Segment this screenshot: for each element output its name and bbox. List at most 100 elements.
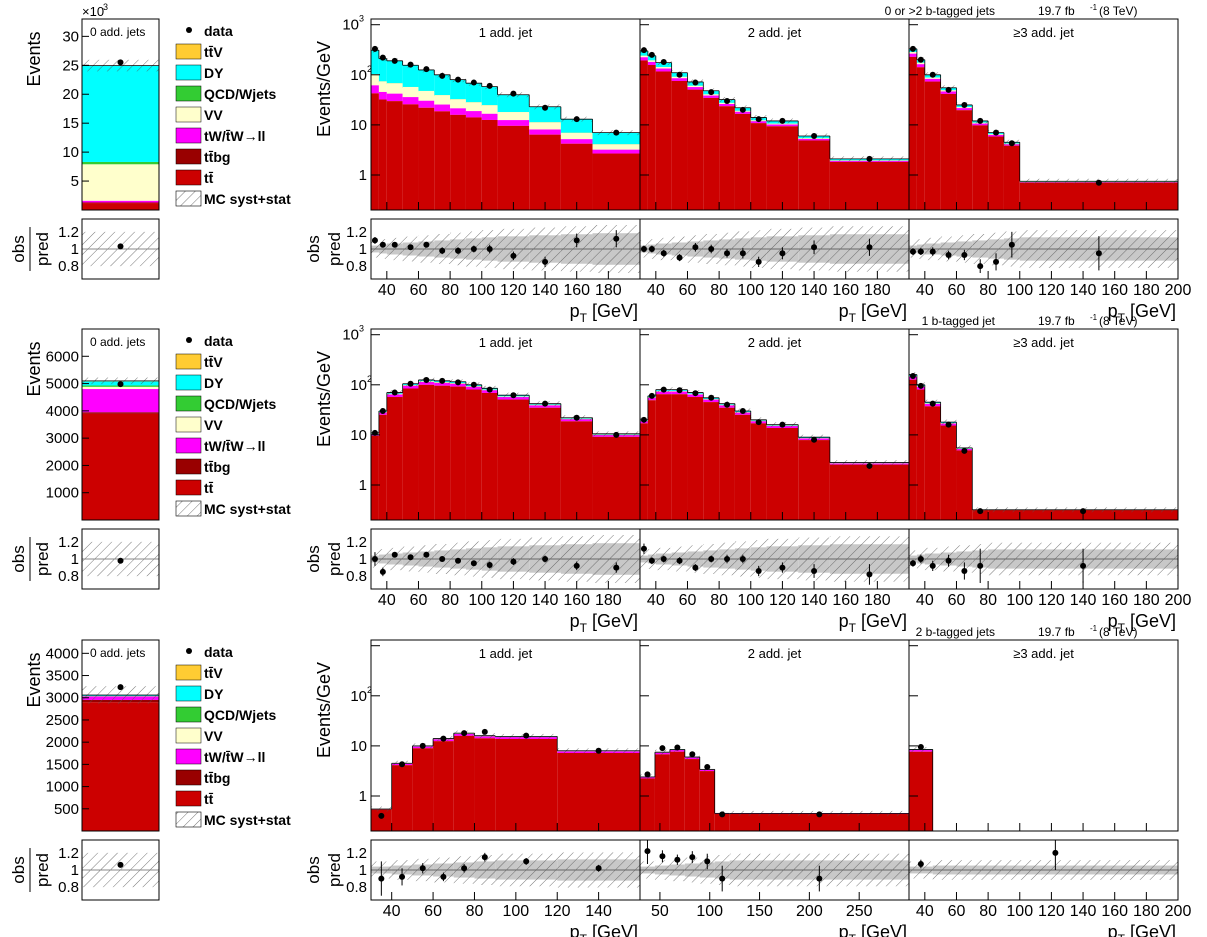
stack-ttbar (798, 140, 830, 210)
data-point (929, 71, 936, 78)
stack-ttbar (386, 101, 403, 210)
stack-DY (560, 119, 593, 133)
legend-swatch-QCD (175, 706, 202, 723)
zero-jet-panel: 1000 2000 3000 4000 5000 6000 0 add. jets Event… (24, 328, 160, 521)
stack-VV (592, 144, 640, 150)
stack-ttbar (719, 407, 735, 520)
log-tick-exp: 3 (359, 14, 364, 24)
xtick-label: 140 (532, 592, 559, 609)
stack-ttbar (703, 402, 720, 520)
stack-tW (386, 394, 403, 398)
xtick-label: 80 (979, 282, 997, 299)
stack-DY (450, 79, 466, 100)
ratio-point (470, 560, 477, 567)
ratio-point (439, 247, 446, 254)
stack-tW (418, 382, 435, 385)
stack-tW (378, 91, 387, 100)
legend: data tt̄V DY QCD/Wjets VV tW/t̄W→ll tt̄bg tt̄ MC… (175, 333, 291, 517)
stack-VV (378, 81, 387, 92)
xtick-label: 40 (647, 282, 665, 299)
panel-content (640, 47, 909, 210)
zero-jet-frame (81, 639, 160, 832)
stack-ttbar (909, 379, 917, 520)
log-tick-label: 10 (350, 427, 367, 444)
data-point (379, 54, 386, 61)
chart-title: 2 b-tagged jets 19.7 fb -1 (8 TeV) (916, 624, 1138, 639)
data-point (719, 811, 726, 818)
ratio-point (510, 558, 517, 565)
stack-ttbar (418, 107, 435, 210)
xtick-label: 60 (410, 592, 428, 609)
panel-frame (908, 18, 1179, 211)
ratio-point (117, 557, 124, 564)
data-point (866, 155, 873, 162)
stack-ttbar (378, 414, 387, 520)
log-tick-exp: 2 (367, 685, 372, 695)
stack-VV (82, 164, 159, 201)
ratio-point (779, 564, 786, 571)
stack-tW (647, 397, 656, 401)
ratio-point (708, 246, 715, 252)
ytick-label: 3500 (46, 668, 79, 685)
stack-ttbar (924, 406, 941, 520)
stack-VV (909, 52, 917, 54)
log-tick-label: 10 (350, 688, 367, 705)
xtick-label: 60 (679, 592, 697, 609)
ratio-tick-label: 1.2 (346, 224, 367, 241)
stack-ttbar (699, 771, 715, 831)
data-point (866, 462, 873, 469)
log-tick-label: 10 (342, 327, 359, 344)
stack-tW (434, 104, 451, 112)
data-point (961, 447, 968, 454)
stack-ttbar (909, 751, 933, 831)
stack-ttbar (734, 414, 751, 520)
xtick-label: 100 (1006, 282, 1033, 299)
stack-DY (386, 60, 403, 84)
xtick-label: 120 (544, 903, 571, 920)
stack-ttbg (82, 202, 159, 204)
ratio-point (640, 545, 647, 552)
ratio-point (929, 248, 936, 255)
ratio-point (945, 252, 952, 258)
ratio-panel-1-1: 40 60 80 100 120 140 160 180 pT [GeV] (639, 528, 910, 635)
stack-ttbar (766, 126, 799, 210)
ytick-label: 10 (62, 144, 79, 161)
ratio-point (399, 873, 406, 880)
xtick-label: 140 (585, 903, 612, 920)
stack-ttbar (1019, 182, 1178, 210)
xtick-label: 80 (441, 592, 459, 609)
x-axis-title: pT [GeV] (570, 611, 638, 635)
stack-ttbg (82, 412, 159, 414)
ytick-label: 2500 (46, 712, 79, 729)
legend-swatch-hatch (175, 190, 202, 207)
stack-ttbar (82, 702, 159, 831)
ytick-label: 1000 (46, 485, 79, 502)
data-point (470, 381, 477, 388)
data-point (779, 421, 786, 428)
data-point (613, 129, 620, 136)
xtick-label: 40 (916, 903, 934, 920)
legend-swatch-ttbar (175, 479, 202, 496)
stack-tW (560, 139, 593, 144)
stack-DY (481, 86, 498, 106)
xtick-label: 100 (696, 903, 723, 920)
xtick-label: 40 (383, 903, 401, 920)
stack-ttbar (82, 413, 159, 520)
stack-tW (640, 57, 648, 61)
legend-label: MC syst+stat (204, 191, 291, 207)
data-point (523, 732, 530, 739)
xtick-label: 120 (1038, 592, 1065, 609)
xtick-label: 180 (864, 592, 891, 609)
stack-tW (766, 124, 799, 127)
panel-label: 1 add. jet (479, 25, 533, 40)
stack-VV (465, 102, 482, 112)
legend-label: tW/t̄W→ll (204, 128, 265, 144)
stack-ttbar (916, 67, 925, 210)
data-point (423, 376, 430, 383)
stack-ttbar (1003, 145, 1020, 210)
data-point (929, 400, 936, 407)
category-title: 0 or >2 b-tagged jets (885, 4, 995, 18)
data-point (640, 47, 647, 54)
stack-ttbar (371, 93, 379, 210)
xtick-label: 160 (1101, 282, 1128, 299)
